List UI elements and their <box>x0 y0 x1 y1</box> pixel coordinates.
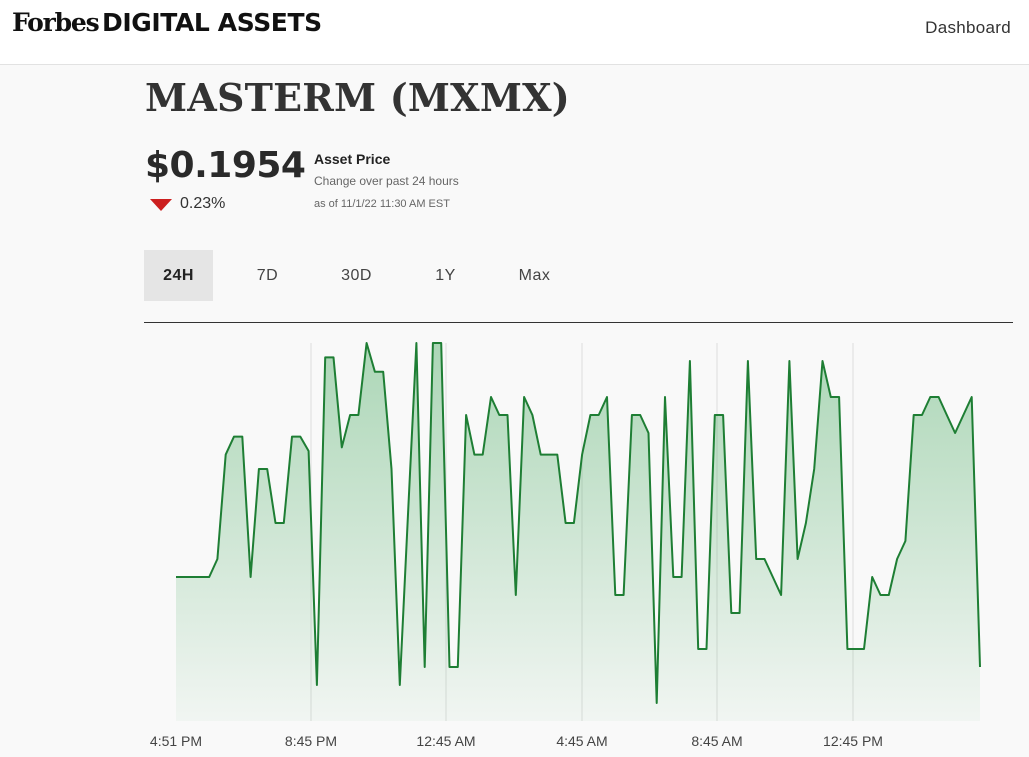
asset-page: MASTERM (MXMX) $0.1954 0.23% Asset Price… <box>0 65 1029 757</box>
tab-7d[interactable]: 7D <box>256 266 279 284</box>
as-of-timestamp: as of 11/1/22 11:30 AM EST <box>314 198 450 210</box>
change-caption: Change over past 24 hours <box>314 174 459 188</box>
top-header: Forbes DIGITAL ASSETS Dashboard <box>0 0 1029 65</box>
price-line <box>176 342 981 704</box>
nav-dashboard-link[interactable]: Dashboard <box>925 18 1011 37</box>
asset-price: $0.1954 <box>145 145 306 186</box>
price-chart[interactable]: 4:51 PM 8:45 PM 12:45 AM 4:45 AM 8:45 AM 12:4… <box>0 65 1029 757</box>
tab-max[interactable]: Max <box>518 266 551 284</box>
price-change: 0.23% <box>150 195 225 213</box>
asset-price-label: Asset Price <box>314 151 391 167</box>
x-tick-label: 12:45 PM <box>823 733 883 749</box>
tab-24h[interactable]: 24H <box>144 250 213 301</box>
x-tick-label: 8:45 PM <box>285 733 337 749</box>
chart-top-rule <box>144 322 1013 323</box>
x-tick-label: 12:45 AM <box>416 733 475 749</box>
price-area-fill <box>176 343 980 721</box>
tab-30d[interactable]: 30D <box>341 266 372 284</box>
x-tick-label: 4:51 PM <box>150 733 202 749</box>
digital-assets-logo[interactable]: DIGITAL ASSETS <box>102 8 322 37</box>
x-tick-label: 8:45 AM <box>691 733 742 749</box>
timeframe-tabs: 24H 7D 30D 1Y Max <box>144 250 589 301</box>
down-arrow-icon <box>150 199 172 211</box>
price-meta: Asset Price Change over past 24 hours as… <box>314 151 459 210</box>
x-axis-ticks: 4:51 PM 8:45 PM 12:45 AM 4:45 AM 8:45 AM 12:4… <box>150 733 883 749</box>
x-tick-label: 4:45 AM <box>556 733 607 749</box>
forbes-logo[interactable]: Forbes <box>12 8 100 37</box>
asset-title: MASTERM (MXMX) <box>145 75 570 120</box>
tab-1y[interactable]: 1Y <box>435 266 456 284</box>
price-change-value: 0.23% <box>180 195 226 212</box>
